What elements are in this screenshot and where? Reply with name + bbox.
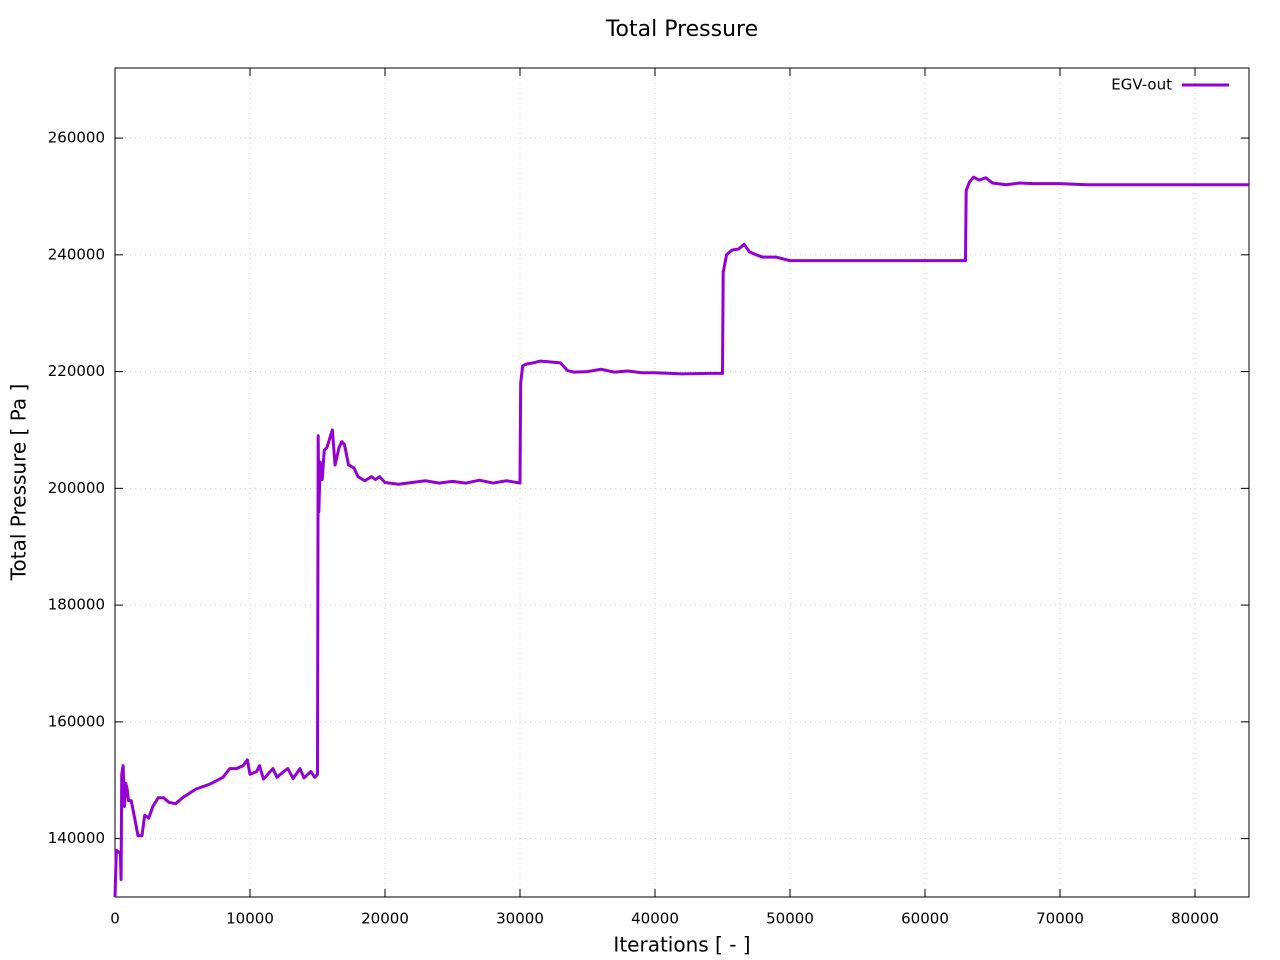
- y-tick-label: 260000: [48, 129, 105, 147]
- data-line: [113, 175, 1249, 898]
- y-tick-label: 220000: [48, 362, 105, 380]
- x-tick-label: 20000: [361, 910, 409, 928]
- x-tick-label: 40000: [631, 910, 679, 928]
- y-tick-label: 180000: [48, 596, 105, 614]
- plot-frame: [114, 67, 1250, 898]
- x-tick-label: 10000: [226, 910, 274, 928]
- x-tick-label: 30000: [496, 910, 544, 928]
- y-tick-label: 140000: [48, 829, 105, 847]
- x-tick-label: 0: [110, 910, 120, 928]
- y-tick-label: 200000: [48, 479, 105, 497]
- x-tick-label: 50000: [766, 910, 814, 928]
- x-tick-label: 60000: [901, 910, 949, 928]
- x-axis-title: Iterations [ - ]: [613, 933, 750, 957]
- y-tick-label: 160000: [48, 712, 105, 730]
- y-tick-label: 240000: [48, 245, 105, 263]
- x-tick-label: 80000: [1171, 910, 1219, 928]
- y-axis-title: Total Pressure [ Pa ]: [7, 384, 31, 582]
- chart-title: Total Pressure: [605, 17, 758, 42]
- legend-label: EGV-out: [1111, 76, 1172, 94]
- x-tick-label: 70000: [1036, 910, 1084, 928]
